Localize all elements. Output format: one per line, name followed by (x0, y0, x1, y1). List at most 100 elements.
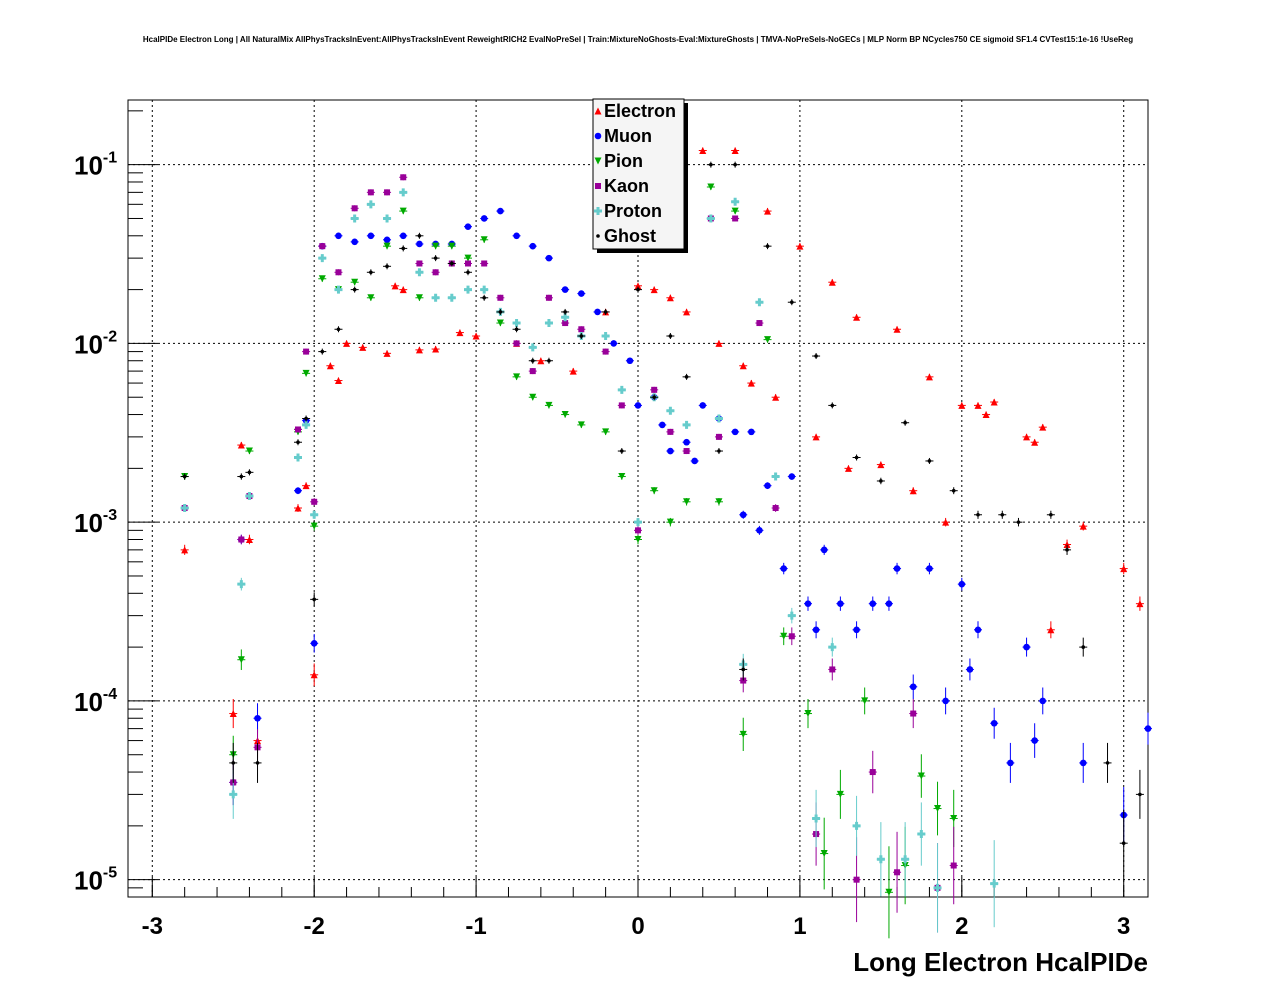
electron-point (739, 362, 747, 370)
kaon-point (715, 433, 722, 440)
ghost-point (1016, 520, 1021, 524)
electron-point (569, 367, 577, 375)
pion-point (917, 772, 925, 780)
proton-point (755, 298, 764, 307)
proton-point (334, 285, 343, 294)
pion-point (950, 814, 958, 822)
kaon-point (853, 876, 860, 883)
kaon-point (295, 426, 301, 433)
proton-point (990, 879, 999, 888)
electron-point (181, 546, 189, 554)
proton-point (901, 855, 910, 864)
ghost-point (1065, 548, 1069, 552)
electron-point (764, 207, 772, 215)
muon-point (974, 626, 982, 634)
muon-point (788, 473, 796, 480)
pion-point (367, 294, 375, 302)
muon-point (578, 290, 585, 297)
pion-point (804, 710, 812, 718)
ghost-point (733, 162, 737, 167)
electron-point (415, 346, 423, 354)
muon-point (756, 527, 763, 534)
kaon-point (319, 243, 326, 250)
muon-point (383, 236, 391, 244)
muon-point (780, 565, 788, 572)
ghost-point (1138, 792, 1142, 797)
muon-point (853, 626, 860, 634)
proton-point (771, 472, 780, 481)
electron-point (828, 278, 836, 286)
electron-point (958, 401, 966, 409)
muon-point (1079, 759, 1087, 767)
pion-point (650, 487, 658, 495)
proton-point (318, 254, 327, 263)
ghost-point (709, 162, 713, 167)
proton-point (812, 814, 821, 823)
kaon-point (829, 666, 836, 673)
electron-point (731, 147, 739, 155)
electron-point (456, 329, 464, 337)
electron-point (1079, 522, 1087, 530)
electron-point (990, 398, 998, 406)
ghost-point (1049, 512, 1053, 517)
ghost-point (312, 597, 316, 602)
muon-point (610, 340, 618, 347)
electron-point (229, 710, 237, 718)
ghost-point (741, 667, 746, 672)
kaon-point (335, 269, 342, 276)
electron-point (1120, 565, 1128, 573)
kaon-point (529, 368, 536, 375)
proton-point (617, 385, 626, 394)
electron-point (925, 373, 933, 381)
legend-label-ghost: Ghost (604, 226, 656, 246)
proton-point (180, 504, 189, 513)
x-tick-label: 1 (793, 913, 806, 940)
proton-point (447, 293, 456, 302)
x-tick-label: -1 (465, 913, 486, 940)
y-tick-label: 10-5 (74, 865, 117, 896)
ghost-point (854, 455, 859, 460)
ghost-point (603, 310, 608, 314)
kaon-point (667, 428, 674, 435)
pion-point (602, 428, 610, 436)
electron-point (383, 349, 391, 357)
kaon-point (545, 294, 552, 301)
legend-marker-proton (594, 207, 602, 215)
pion-point (545, 401, 553, 409)
kaon-point (311, 498, 318, 505)
proton-point (415, 268, 424, 277)
muon-point (416, 240, 423, 248)
pion-point (683, 498, 691, 506)
muon-point (367, 232, 375, 240)
ghost-point (255, 761, 260, 765)
electron-point (666, 294, 674, 302)
kaon-point (400, 174, 407, 181)
kaon-point (432, 269, 439, 276)
ghost-point (547, 358, 551, 363)
ghost-point (247, 470, 252, 475)
kaon-point (562, 320, 569, 327)
muon-point (626, 357, 634, 365)
pion-point (415, 294, 423, 302)
ghost-point (976, 512, 980, 517)
electron-point (432, 345, 440, 353)
electron-point (844, 464, 852, 472)
electron-point (893, 325, 901, 333)
kaon-point (635, 527, 641, 534)
x-tick-label: -2 (304, 913, 325, 940)
ghost-point (336, 327, 341, 332)
electron-point (343, 339, 351, 347)
electron-point (634, 282, 642, 290)
muon-point (351, 238, 358, 246)
pion-point (739, 730, 747, 738)
pion-point (237, 656, 245, 664)
series-ghost (180, 161, 1144, 877)
proton-point (706, 214, 715, 223)
ghost-point (1081, 645, 1086, 649)
pion-point (764, 336, 772, 344)
pion-point (480, 236, 488, 244)
pion-point (666, 518, 674, 526)
electron-point (237, 441, 245, 449)
kaon-point (367, 189, 374, 196)
legend-marker-pion (594, 157, 602, 165)
